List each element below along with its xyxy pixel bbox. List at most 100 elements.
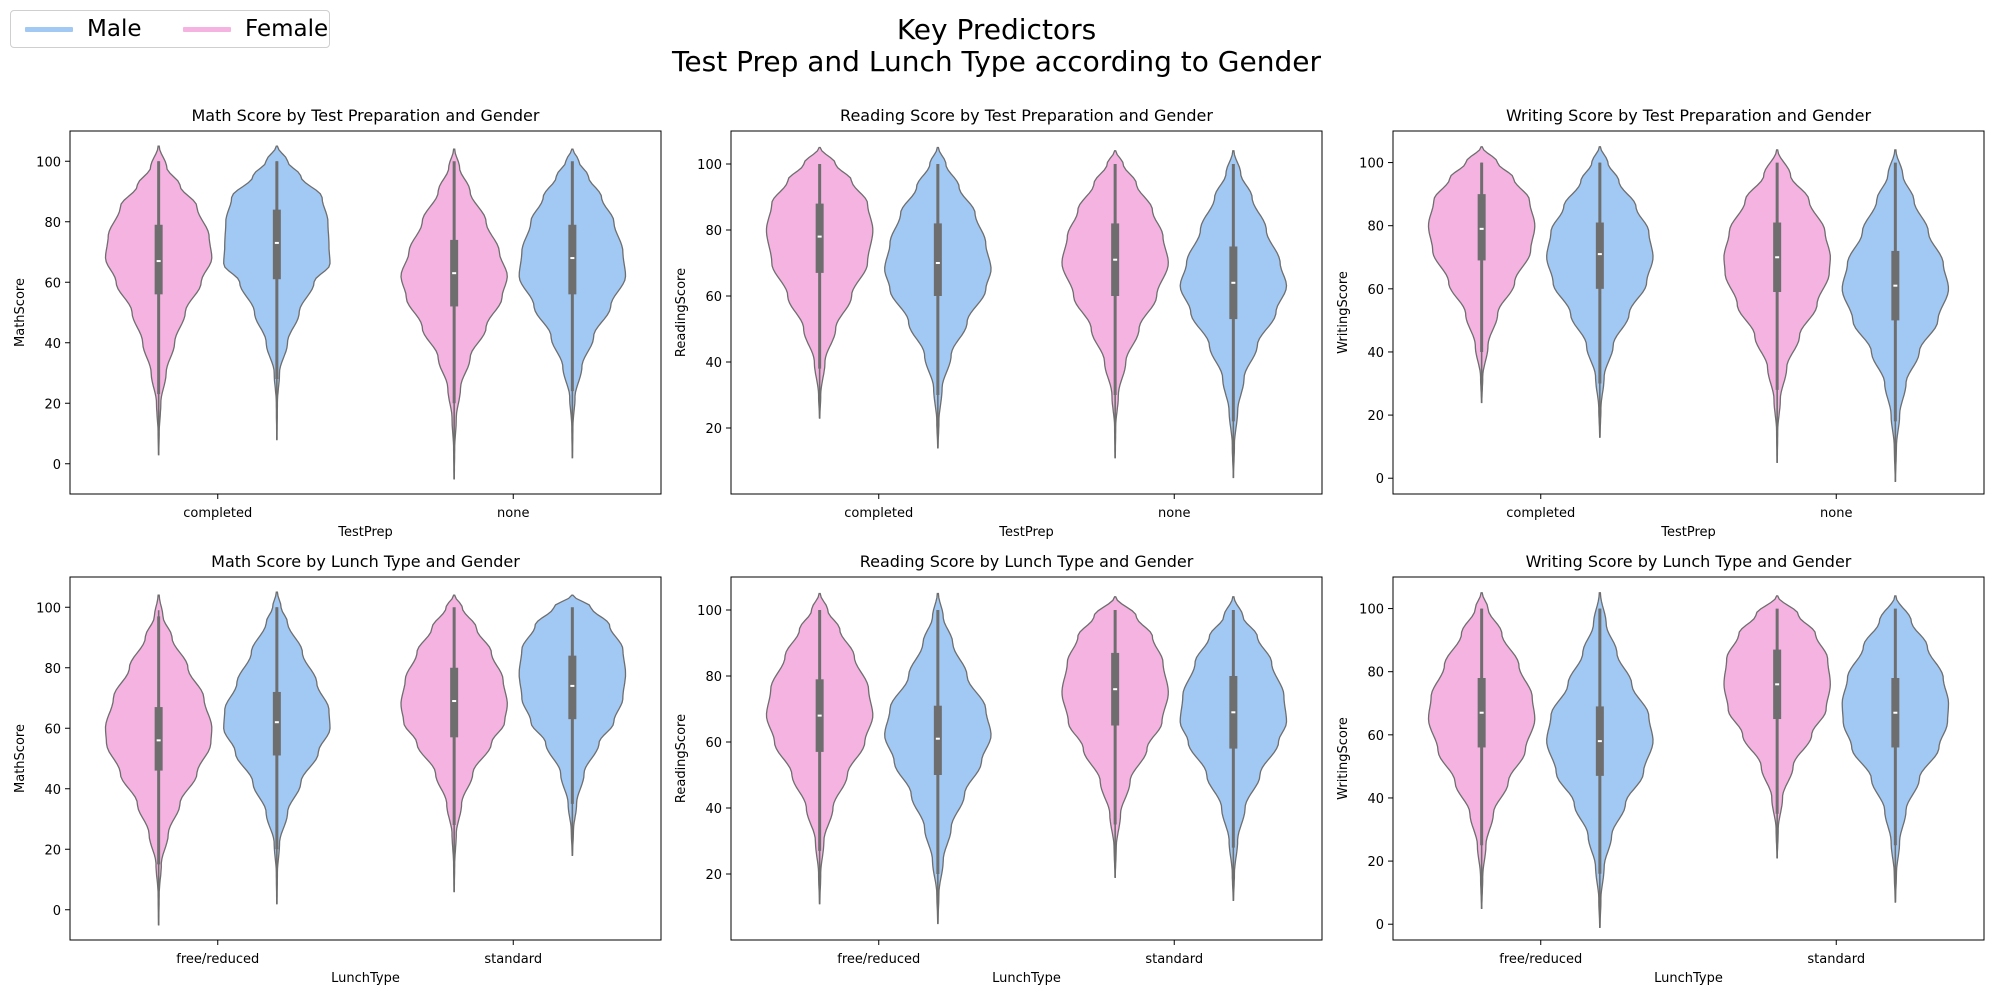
violin-median xyxy=(1113,258,1118,261)
y-tick-label: 40 xyxy=(44,337,61,352)
x-tick-label: free/reduced xyxy=(837,952,920,967)
violin-median xyxy=(452,272,457,275)
chart-title: Writing Score by Test Preparation and Ge… xyxy=(1506,106,1872,125)
y-tick-label: 20 xyxy=(705,422,722,437)
chart-panel-1: Math Score by Test Preparation and Gende… xyxy=(13,106,662,540)
y-tick-label: 60 xyxy=(44,722,61,737)
y-tick-label: 0 xyxy=(1376,472,1384,487)
y-tick-label: 40 xyxy=(1367,792,1384,807)
violin-median xyxy=(1231,711,1236,714)
violin-median xyxy=(1775,256,1780,259)
y-axis-label: ReadingScore xyxy=(674,268,689,357)
y-tick-label: 20 xyxy=(44,843,61,858)
plot-frame xyxy=(1392,130,1985,495)
y-tick-label: 80 xyxy=(44,662,61,677)
violin-median xyxy=(156,739,161,742)
violin-box xyxy=(272,691,281,756)
violin-box xyxy=(933,705,942,775)
y-tick-label: 0 xyxy=(53,904,61,919)
y-tick-label: 20 xyxy=(705,868,722,883)
violin-median xyxy=(570,684,575,687)
y-tick-label: 100 xyxy=(36,601,61,616)
y-axis-label: WritingScore xyxy=(1336,271,1351,354)
x-tick-label: standard xyxy=(1807,952,1865,967)
legend-swatch-male xyxy=(25,26,73,32)
x-axis-label: LunchType xyxy=(331,971,400,986)
violin-box xyxy=(272,209,281,280)
y-tick-label: 60 xyxy=(1367,283,1384,298)
chart-title: Writing Score by Lunch Type and Gender xyxy=(1526,552,1852,571)
plot-frame xyxy=(730,130,1323,495)
violin-box xyxy=(815,203,824,273)
x-tick-label: standard xyxy=(484,952,542,967)
y-tick-label: 80 xyxy=(705,224,722,239)
violin-median xyxy=(1113,688,1118,691)
x-axis-label: LunchType xyxy=(992,971,1061,986)
y-tick-label: 60 xyxy=(1367,729,1384,744)
x-tick-label: free/reduced xyxy=(1499,952,1582,967)
y-axis-label: WritingScore xyxy=(1336,717,1351,800)
violin-box xyxy=(568,224,577,295)
x-tick-label: completed xyxy=(1506,506,1575,521)
violin-median xyxy=(935,737,940,740)
chart-panel-5: Reading Score by Lunch Type and Gender 20… xyxy=(674,552,1323,986)
x-axis-label: TestPrep xyxy=(1660,525,1716,540)
violin-median xyxy=(570,257,575,260)
y-tick-label: 60 xyxy=(44,276,61,291)
figure-title-line2: Test Prep and Lunch Type according to Ge… xyxy=(672,45,1321,78)
y-tick-label: 80 xyxy=(44,216,61,231)
chart-panel-3: Writing Score by Test Preparation and Ge… xyxy=(1336,106,1985,540)
y-tick-label: 100 xyxy=(697,604,722,619)
y-tick-label: 100 xyxy=(697,158,722,173)
y-tick-label: 100 xyxy=(1359,603,1384,618)
y-tick-label: 20 xyxy=(1367,409,1384,424)
x-tick-label: completed xyxy=(844,506,913,521)
legend-label-male: Male xyxy=(87,16,142,42)
legend-label-female: Female xyxy=(245,16,329,42)
violin-median xyxy=(1893,711,1898,714)
violin-median xyxy=(935,262,940,264)
violin-median xyxy=(156,260,161,263)
figure-title-line1: Key Predictors xyxy=(896,13,1097,46)
violin-box xyxy=(1595,222,1604,289)
violin-median xyxy=(1231,281,1236,284)
y-tick-label: 80 xyxy=(705,670,722,685)
chart-title: Math Score by Test Preparation and Gende… xyxy=(192,106,540,125)
y-axis-label: ReadingScore xyxy=(674,714,689,803)
y-tick-label: 0 xyxy=(1376,918,1384,933)
violin-box xyxy=(1477,194,1486,261)
legend: Male Female xyxy=(10,10,330,48)
violin-median xyxy=(274,241,279,244)
violin-median xyxy=(452,700,457,703)
y-tick-label: 40 xyxy=(705,802,722,817)
x-tick-label: none xyxy=(1158,506,1190,521)
y-tick-label: 40 xyxy=(1367,346,1384,361)
plot-frame xyxy=(730,576,1323,941)
violin-median xyxy=(817,235,822,238)
y-axis-label: MathScore xyxy=(13,278,28,347)
y-tick-label: 40 xyxy=(705,356,722,371)
plot-frame xyxy=(1392,576,1985,941)
x-axis-label: TestPrep xyxy=(998,525,1054,540)
x-axis-label: TestPrep xyxy=(337,525,393,540)
y-axis-label: MathScore xyxy=(13,724,28,793)
chart-panel-4: Math Score by Lunch Type and Gender 0 20 40… xyxy=(13,552,662,986)
y-tick-label: 0 xyxy=(53,458,61,473)
violin-box xyxy=(154,707,163,771)
x-tick-label: none xyxy=(497,506,529,521)
violin-median xyxy=(817,714,822,717)
violin-box xyxy=(450,667,459,738)
y-tick-label: 60 xyxy=(705,736,722,751)
chart-title: Reading Score by Test Preparation and Ge… xyxy=(840,106,1213,125)
y-tick-label: 20 xyxy=(44,397,61,412)
violin-median xyxy=(1479,227,1484,230)
x-tick-label: none xyxy=(1820,506,1852,521)
violin-box xyxy=(933,223,942,296)
x-axis-label: LunchType xyxy=(1654,971,1723,986)
plot-frame xyxy=(69,576,662,941)
violin-box xyxy=(568,655,577,720)
x-tick-label: completed xyxy=(183,506,252,521)
violin-median xyxy=(1479,711,1484,714)
chart-panel-6: Writing Score by Lunch Type and Gender 0 2… xyxy=(1336,552,1985,986)
